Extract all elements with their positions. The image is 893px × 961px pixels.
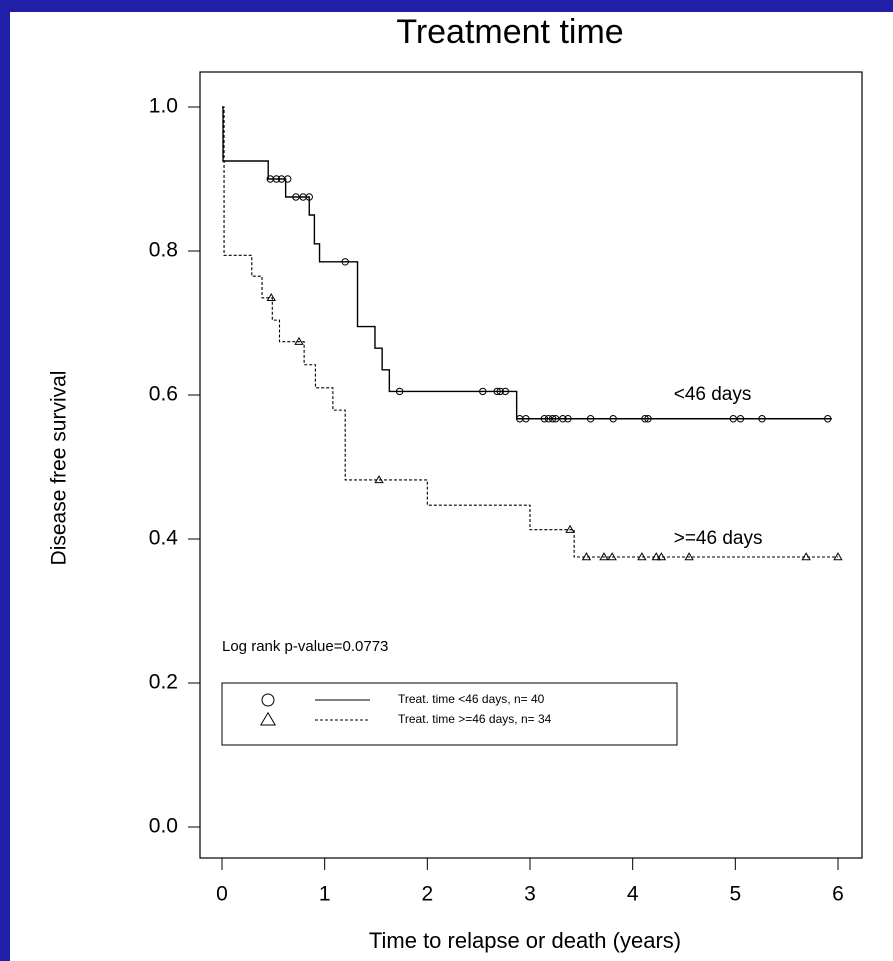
censor-mark — [801, 552, 811, 561]
chart: Treatment time Time to relapse or death … — [10, 12, 893, 961]
censor-mark — [651, 552, 661, 561]
legend-box — [221, 682, 678, 746]
censor-mark — [540, 415, 549, 423]
censor-mark — [501, 387, 510, 396]
x-tick-label: 4 — [627, 883, 639, 906]
censor-mark — [641, 415, 649, 423]
censor-mark — [684, 552, 694, 561]
censor-mark — [305, 193, 313, 201]
censor-mark — [294, 336, 304, 345]
censor-mark — [833, 552, 843, 561]
censor-mark — [266, 292, 276, 301]
y-tick-label: 0.4 — [149, 527, 179, 550]
y-axis-label: Disease free survival — [48, 371, 71, 566]
x-tick-label: 1 — [319, 883, 331, 906]
censor-mark — [548, 415, 557, 423]
survival-curve — [222, 106, 838, 558]
annotation: Log rank p-value=0.0773 — [222, 638, 388, 655]
y-tick-label: 0.8 — [149, 239, 178, 262]
y-tick-label: 0.6 — [149, 383, 178, 406]
censor-mark — [522, 415, 530, 423]
legend-label: Treat. time <46 days, n= 40 — [398, 692, 545, 706]
censor-mark — [581, 552, 592, 561]
censor-mark — [496, 387, 504, 396]
y-tick-label: 1.0 — [149, 95, 178, 118]
censor-mark — [656, 552, 667, 561]
censor-mark — [824, 415, 832, 423]
censor-mark — [609, 415, 617, 423]
censor-mark — [565, 524, 575, 533]
x-tick-label: 2 — [421, 883, 433, 906]
censor-mark — [551, 415, 560, 423]
censor-mark — [637, 552, 647, 561]
censor-mark — [736, 415, 745, 423]
chart-title: Treatment time — [396, 13, 623, 51]
censor-mark — [758, 415, 766, 423]
censor-mark — [729, 415, 737, 423]
censor-mark — [493, 387, 501, 396]
censor-mark — [599, 552, 609, 561]
x-axis-label: Time to relapse or death (years) — [369, 928, 681, 953]
x-tick-label: 3 — [524, 883, 536, 906]
censor-mark — [479, 387, 487, 396]
censor-mark — [284, 175, 292, 183]
survival-curve — [222, 106, 832, 420]
censor-mark — [544, 415, 553, 423]
x-tick-label: 5 — [729, 883, 741, 906]
censor-mark — [559, 415, 567, 423]
censor-mark — [395, 387, 404, 396]
y-tick-label: 0.2 — [149, 671, 178, 694]
censor-mark — [586, 415, 595, 423]
censor-mark — [607, 552, 617, 561]
annotation: >=46 days — [674, 528, 763, 549]
censor-mark — [644, 415, 652, 423]
censor-mark — [564, 415, 572, 423]
legend-symbol — [261, 693, 275, 707]
y-tick-label: 0.0 — [149, 815, 178, 838]
x-tick-label: 6 — [832, 883, 844, 906]
annotation: <46 days — [674, 384, 752, 405]
censor-mark — [341, 258, 349, 266]
censor-mark — [292, 193, 300, 201]
legend-label: Treat. time >=46 days, n= 34 — [398, 712, 552, 726]
legend-symbol — [259, 711, 277, 726]
x-tick-label: 0 — [216, 883, 228, 906]
censor-mark — [374, 475, 384, 484]
censor-mark — [272, 175, 281, 183]
plot-frame — [199, 71, 863, 859]
